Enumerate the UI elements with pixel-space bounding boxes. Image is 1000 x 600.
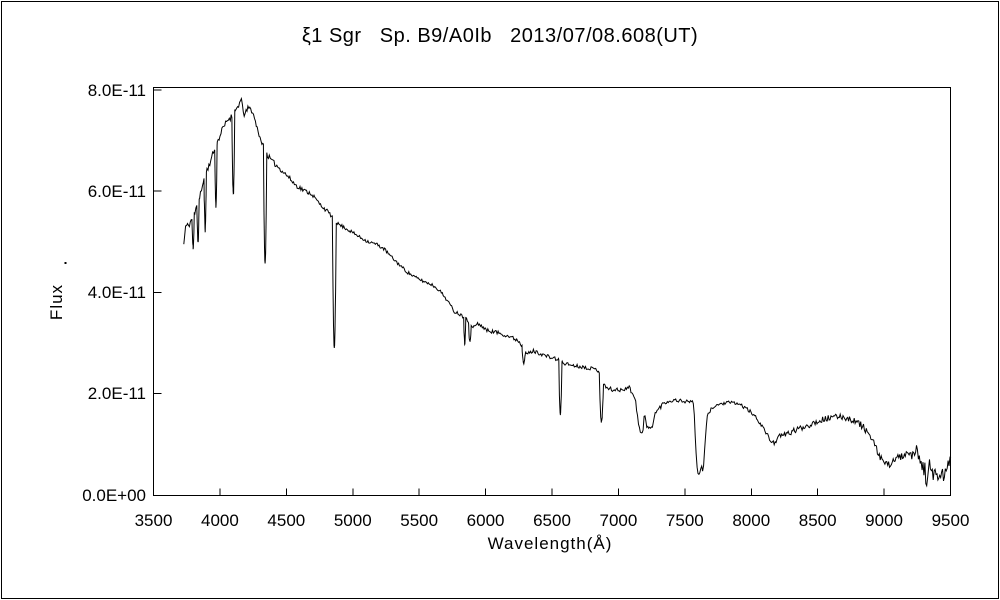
y-tick-label: 0.0E+00 [82,485,146,505]
x-tick-label: 8500 [798,511,837,530]
x-tick-label: 4500 [267,511,306,530]
y-tick-label: 4.0E-11 [87,283,146,303]
x-tick-label: 6000 [466,511,505,530]
x-tick-label: 4000 [200,511,239,530]
y-tick-label: 6.0E-11 [87,182,146,202]
x-tick-label: 8000 [732,511,771,530]
x-tick-label: 9000 [865,511,903,530]
x-tick-label: 9500 [931,511,970,530]
stray-dot [64,262,67,264]
spectrum-line [183,96,952,488]
axis-ticks [154,89,885,495]
x-tick-label: 7500 [665,511,704,530]
x-tick-label: 7000 [599,511,638,530]
plot-frame [153,87,951,496]
y-tick-label: 2.0E-11 [87,384,146,404]
y-tick-label: 8.0E-11 [87,81,146,101]
x-tick-label: 5000 [333,511,372,530]
chart-title: ξ1 Sgr Sp. B9/A0Ib 2013/07/08.608(UT) [301,25,699,47]
x-tick-label: 3500 [134,511,173,530]
x-axis-label: Wavelength(Å) [487,534,613,553]
x-tick-label: 6500 [533,511,571,530]
x-tick-label: 5500 [400,511,439,530]
